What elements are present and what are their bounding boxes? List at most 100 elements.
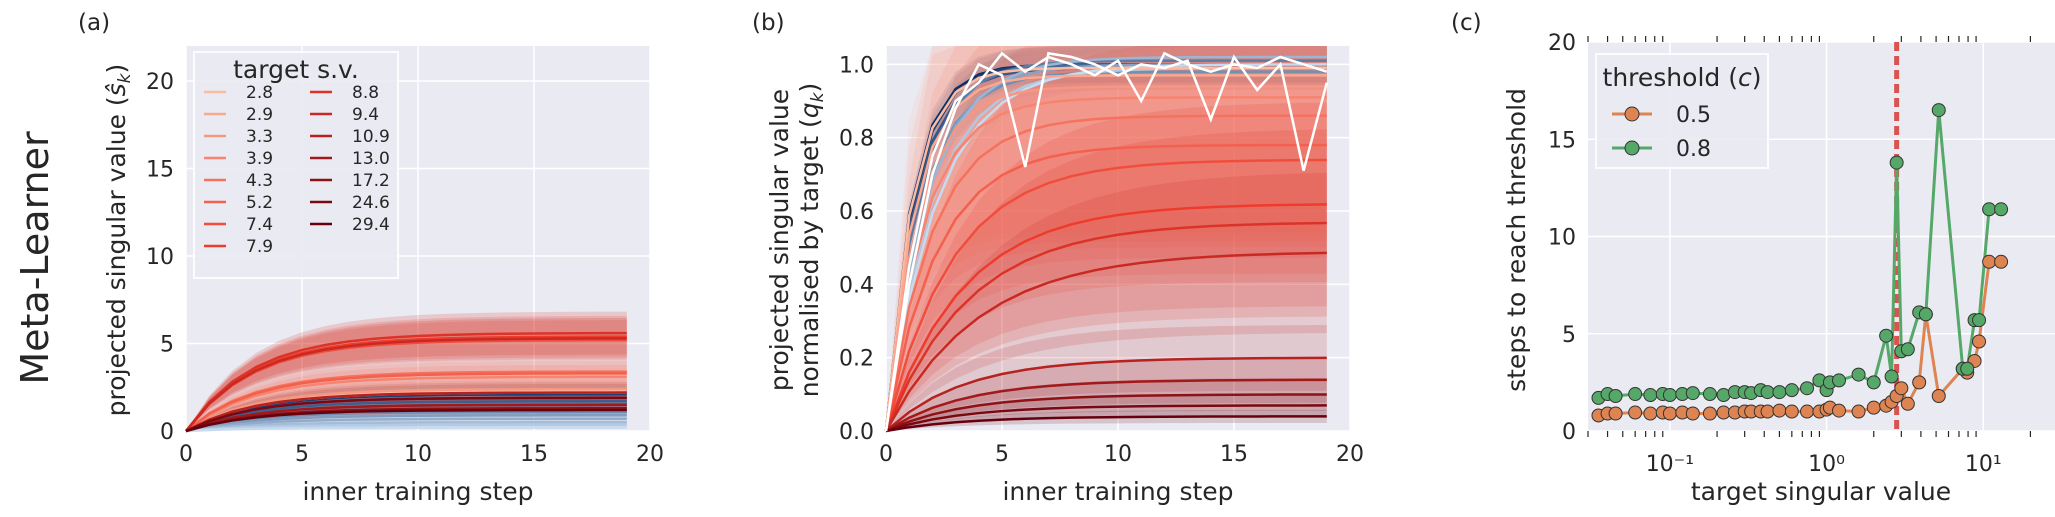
red-series-line-a — [185, 403, 627, 433]
data-point-c — [1643, 406, 1658, 421]
red-series-line-b — [884, 203, 1327, 432]
red-series-line-a — [185, 396, 627, 433]
data-point-c — [1960, 361, 1975, 376]
xtick-b: 20 — [1336, 442, 1364, 467]
data-point-c — [1851, 404, 1866, 419]
data-point-c — [1608, 406, 1623, 421]
ylabel-b-line1: projected singular value — [765, 89, 794, 391]
ylabel-c: steps to reach threshold — [1502, 88, 1531, 392]
ytick-a: 5 — [160, 333, 174, 358]
data-point-c — [1994, 202, 2009, 217]
red-series-line-b — [885, 404, 1327, 433]
data-point-c — [1760, 404, 1775, 419]
ytick-a: 0 — [160, 420, 174, 445]
red-series-line-b — [885, 415, 1327, 433]
data-point-c — [1866, 400, 1881, 415]
ytick-a: 20 — [146, 70, 174, 95]
data-point-c — [1900, 396, 1915, 411]
legend-label-c: 0.8 — [1676, 137, 1711, 162]
legend-label-c: 0.5 — [1676, 103, 1711, 128]
data-point-c — [1628, 405, 1643, 420]
red-series-band-b — [886, 46, 1327, 431]
blue-series-line-a — [185, 426, 627, 433]
legend-marker-c — [1624, 140, 1640, 156]
panel-label-c: (c) — [1451, 10, 1482, 36]
red-series-line-a — [185, 391, 627, 433]
xlabel-b: inner training step — [1002, 477, 1233, 506]
red-series-band-b — [886, 46, 1327, 431]
legend-label-a: 7.4 — [246, 215, 273, 235]
xtick-a: 5 — [295, 442, 309, 467]
data-point-c — [1662, 388, 1677, 403]
legend-label-a: 7.9 — [246, 237, 273, 257]
legend-c: threshold (c) 0.5 0.8 — [1595, 53, 1769, 169]
data-point-c — [1894, 381, 1909, 396]
ylabel-a: projected singular value (ŝk) — [102, 64, 135, 417]
legend-label-a: 2.8 — [246, 83, 273, 103]
ytick-c: 0 — [1562, 420, 1576, 445]
legend-marker-c — [1624, 106, 1640, 122]
red-series-band-b — [886, 172, 1327, 431]
xtick-a: 20 — [636, 442, 664, 467]
red-series-line-a — [185, 387, 627, 433]
red-series-line-b — [885, 393, 1327, 433]
legend-label-a: 9.4 — [352, 105, 379, 125]
red-series-band-b — [886, 46, 1327, 431]
data-point-c — [1851, 367, 1866, 382]
data-point-c — [1879, 328, 1894, 343]
legend-label-a: 3.9 — [246, 149, 273, 169]
panel-b: (b) 0 5 10 15 20 0.0 0.2 0.4 0.6 0.8 1.0 inner tra… — [752, 10, 1364, 506]
data-point-c — [1608, 388, 1623, 403]
ytick-b: 0.8 — [839, 127, 874, 152]
blue-series-line-a — [185, 414, 627, 433]
legend-label-a: 3.3 — [246, 127, 273, 147]
red-series-line-b — [884, 96, 1327, 432]
blue-series-line-a — [185, 423, 627, 433]
data-point-c — [1702, 406, 1717, 421]
red-series-band-a — [186, 320, 627, 431]
legend-label-a: 24.6 — [352, 193, 390, 213]
xtick-c: 10⁻¹ — [1646, 452, 1694, 477]
ytick-c: 15 — [1548, 128, 1576, 153]
red-series-line-b — [885, 378, 1327, 433]
legend-label-a: 5.2 — [246, 193, 273, 213]
legend-label-a: 2.9 — [246, 105, 273, 125]
blue-series-line-a — [185, 421, 627, 433]
data-point-c — [1685, 406, 1700, 421]
data-point-c — [1643, 388, 1658, 403]
red-series-band-b — [886, 102, 1327, 432]
data-point-c — [1931, 103, 1946, 118]
data-point-c — [1884, 369, 1899, 384]
red-series-line-a — [185, 372, 627, 433]
data-point-c — [1972, 334, 1987, 349]
red-series-band-b — [886, 46, 1327, 431]
red-series-line-a — [185, 408, 627, 433]
ytick-a: 15 — [146, 158, 174, 183]
red-series-line-b — [884, 221, 1327, 432]
ytick-c: 10 — [1548, 226, 1576, 251]
data-point-c — [1912, 375, 1927, 390]
xtick-c: 10¹ — [1965, 452, 2002, 477]
panel-c: (c) 10⁻¹ 10⁰ 10¹ 0 5 10 15 20 target singular v… — [1451, 10, 2055, 506]
data-point-c — [1900, 342, 1915, 357]
xtick-b: 5 — [995, 442, 1009, 467]
red-series-band-b — [886, 129, 1327, 432]
data-point-c — [1972, 313, 1987, 328]
data-point-c — [1800, 404, 1815, 419]
xtick-c: 10⁰ — [1808, 452, 1845, 477]
red-series-band-b — [886, 325, 1327, 431]
panel-label-a: (a) — [78, 10, 110, 36]
red-series-line-b — [884, 74, 1327, 432]
data-point-c — [1784, 383, 1799, 398]
red-series-line-a — [185, 331, 627, 432]
data-point-c — [1889, 155, 1904, 170]
data-point-c — [1784, 404, 1799, 419]
red-series-band-a — [186, 317, 627, 431]
ytick-c: 20 — [1548, 31, 1576, 56]
legend-label-a: 10.9 — [352, 127, 390, 147]
ytick-c: 5 — [1562, 323, 1576, 348]
red-series-band-a — [186, 364, 627, 431]
legend-title-a: target s.v. — [233, 55, 359, 84]
data-point-c — [1716, 388, 1731, 403]
data-point-c — [1931, 388, 1946, 403]
